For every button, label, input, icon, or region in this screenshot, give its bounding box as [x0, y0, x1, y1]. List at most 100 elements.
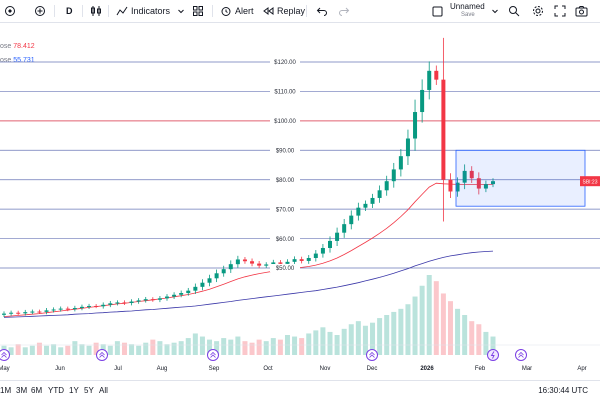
layout-square-icon[interactable] [432, 0, 443, 22]
candle-body [228, 264, 233, 270]
candle-body [115, 302, 120, 304]
redo-icon[interactable] [338, 0, 350, 22]
candle-body [221, 269, 226, 274]
event-marker-glyph [369, 351, 375, 358]
price-tick-label-bg [270, 175, 300, 184]
range-1y[interactable]: 1Y [69, 386, 79, 395]
volume-bar [242, 341, 248, 355]
time-tick-label: Aug [157, 366, 168, 372]
candle-body [278, 262, 283, 264]
volume-bar [171, 342, 177, 355]
compare-add-icon[interactable] [34, 0, 46, 22]
candle-body [448, 179, 453, 192]
volume-bar [384, 315, 390, 355]
range-all[interactable]: All [99, 386, 108, 395]
volume-bar [207, 339, 213, 355]
candle-body [37, 311, 42, 313]
volume-bar [327, 331, 333, 355]
time-tick-label: May [0, 366, 10, 372]
candle-body [94, 305, 99, 307]
volume-bar [164, 344, 170, 355]
candle-body [377, 190, 382, 198]
candle-body [313, 253, 318, 258]
volume-bar [476, 324, 482, 355]
chart-type-candles-icon[interactable] [90, 0, 102, 22]
quick-search-icon[interactable] [508, 0, 520, 22]
volume-bar [270, 338, 276, 355]
volume-bar [469, 321, 475, 355]
price-tick-label: $100.00 [274, 119, 296, 125]
current-price-badge [580, 176, 600, 187]
candle-body [235, 259, 240, 265]
legend-line-1[interactable]: ose 78.412 [0, 40, 35, 54]
price-tick-label: $120.00 [274, 60, 296, 66]
legend-line-1-value: 78.412 [13, 43, 35, 50]
indicators-dropdown-chevron-icon[interactable] [177, 0, 185, 22]
candle-body [143, 299, 148, 301]
settings-gear-icon[interactable] [532, 0, 544, 22]
candle-body [370, 197, 375, 204]
range-ytd[interactable]: YTD [48, 386, 64, 395]
candle-body [469, 170, 474, 179]
candle-body [51, 309, 56, 311]
time-tick-label: Jul [114, 366, 122, 372]
range-1m[interactable]: 1M [0, 386, 12, 395]
alert-button[interactable]: Alert [220, 0, 254, 22]
volume-bar [121, 342, 127, 355]
candle-body [250, 261, 255, 264]
candle-body [271, 262, 276, 265]
range-5y[interactable]: 5Y [84, 386, 94, 395]
candle-body [214, 273, 219, 279]
candle-body [441, 79, 446, 180]
range-selection-box [455, 149, 586, 207]
volume-bar [277, 339, 283, 355]
legend-line-2[interactable]: ose 55.731 [0, 54, 35, 68]
layout-name: Unnamed [450, 2, 485, 11]
candle-body [398, 156, 403, 170]
replay-button[interactable]: Replay [262, 0, 305, 22]
price-tick-label: $110.00 [274, 90, 296, 96]
price-chart[interactable]: SBI:23 $120.00 $110.00 $100.00 $90.00 $80.00… [0, 22, 600, 378]
volume-bar [313, 330, 319, 355]
layout-name-area[interactable]: Unnamed Save [450, 2, 485, 20]
indicators-icon [116, 6, 128, 16]
candle-body [9, 312, 14, 314]
indicators-button[interactable]: Indicators [116, 0, 170, 22]
candle-body [72, 308, 77, 310]
volume-bar [377, 318, 383, 355]
candle-body [264, 264, 269, 266]
moving-average-lines [3, 182, 494, 318]
candle-body [16, 312, 21, 314]
interval-button[interactable]: D [66, 6, 73, 16]
candle-body [30, 311, 35, 313]
volume-bar [462, 315, 468, 355]
layout-dropdown-chevron-icon[interactable] [491, 0, 499, 22]
volume-bar [22, 347, 28, 355]
volume-bar [355, 321, 361, 355]
volume-bar [306, 333, 312, 355]
top-toolbar: D Indicators Alert Replay Unnamed Save [0, 0, 600, 23]
candle-body [285, 261, 290, 264]
candle-body [427, 70, 432, 90]
volume-bar [433, 281, 439, 355]
range-3m[interactable]: 3M [16, 386, 28, 395]
templates-grid-icon[interactable] [192, 0, 204, 22]
time-tick-label: Mar [522, 366, 532, 372]
time-tick-label: Nov [320, 366, 331, 372]
volume-bar [65, 345, 71, 355]
price-tick-label: $60.00 [276, 237, 295, 243]
price-tick-label-bg [270, 264, 300, 272]
utc-clock[interactable]: 16:30:44 UTC [538, 386, 588, 395]
range-6m[interactable]: 6M [31, 386, 43, 395]
time-tick-label: Oct [263, 366, 273, 372]
volume-bar [263, 341, 269, 355]
undo-icon[interactable] [316, 0, 328, 22]
volume-bar [58, 347, 64, 355]
candle-body [165, 296, 169, 299]
volume-bar [256, 339, 262, 355]
snapshot-camera-icon[interactable] [575, 0, 588, 22]
fullscreen-icon[interactable] [554, 0, 566, 22]
bottom-toolbar: 1M 3M 6M YTD 1Y 5Y All 16:30:44 UTC [0, 380, 600, 401]
volume-bar [292, 336, 298, 355]
symbol-search-icon[interactable] [4, 0, 16, 22]
